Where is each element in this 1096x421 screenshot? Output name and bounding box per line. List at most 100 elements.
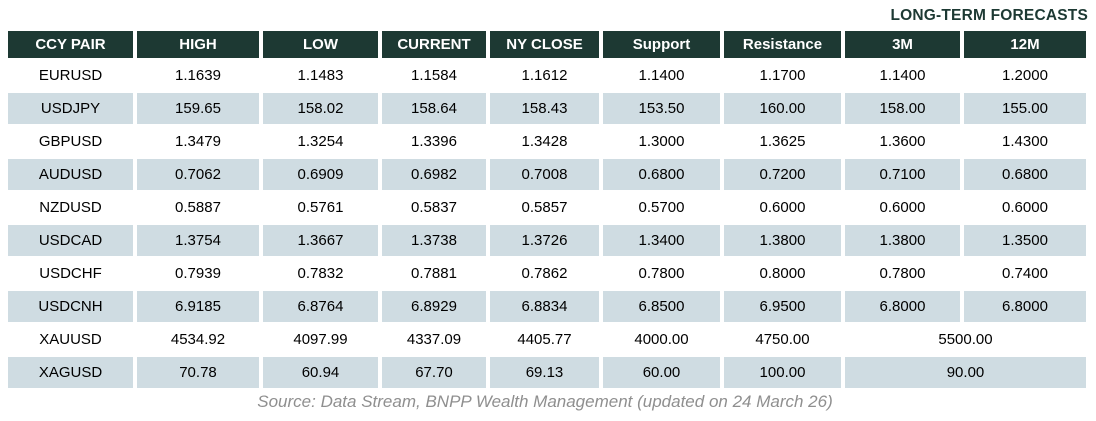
- cell-current: 67.70: [382, 357, 486, 388]
- cell-pair: EURUSD: [8, 60, 133, 91]
- col-header-resistance: Resistance: [724, 31, 841, 58]
- cell-high: 1.3479: [137, 126, 259, 157]
- table-row-xagusd: XAGUSD 70.78 60.94 67.70 69.13 60.00 100…: [8, 357, 1086, 388]
- cell-support: 0.5700: [603, 192, 720, 223]
- cell-pair: USDCHF: [8, 258, 133, 289]
- cell-3m: 158.00: [845, 93, 960, 124]
- table-row-gbpusd: GBPUSD 1.3479 1.3254 1.3396 1.3428 1.300…: [8, 126, 1086, 157]
- cell-resistance: 4750.00: [724, 324, 841, 355]
- cell-pair: AUDUSD: [8, 159, 133, 190]
- cell-12m: 0.6000: [964, 192, 1086, 223]
- cell-3m-12m-merged: 90.00: [845, 357, 1086, 388]
- cell-3m: 6.8000: [845, 291, 960, 322]
- cell-3m-12m-merged: 5500.00: [845, 324, 1086, 355]
- col-header-12m: 12M: [964, 31, 1086, 58]
- long-term-forecasts-title: LONG-TERM FORECASTS: [890, 7, 1088, 24]
- cell-pair: USDCAD: [8, 225, 133, 256]
- cell-support: 1.1400: [603, 60, 720, 91]
- cell-current: 4337.09: [382, 324, 486, 355]
- cell-low: 1.3667: [263, 225, 378, 256]
- cell-3m: 1.3800: [845, 225, 960, 256]
- table-row-usdcad: USDCAD 1.3754 1.3667 1.3738 1.3726 1.340…: [8, 225, 1086, 256]
- cell-high: 1.3754: [137, 225, 259, 256]
- cell-support: 1.3400: [603, 225, 720, 256]
- cell-ny-close: 0.5857: [490, 192, 599, 223]
- cell-resistance: 0.8000: [724, 258, 841, 289]
- cell-support: 4000.00: [603, 324, 720, 355]
- cell-low: 4097.99: [263, 324, 378, 355]
- cell-support: 60.00: [603, 357, 720, 388]
- cell-3m: 0.7100: [845, 159, 960, 190]
- source-caption: Source: Data Stream, BNPP Wealth Managem…: [257, 392, 833, 411]
- cell-current: 0.7881: [382, 258, 486, 289]
- cell-support: 1.3000: [603, 126, 720, 157]
- cell-low: 6.8764: [263, 291, 378, 322]
- cell-3m: 0.6000: [845, 192, 960, 223]
- table-row-audusd: AUDUSD 0.7062 0.6909 0.6982 0.7008 0.680…: [8, 159, 1086, 190]
- cell-12m: 0.6800: [964, 159, 1086, 190]
- table-row-xauusd: XAUUSD 4534.92 4097.99 4337.09 4405.77 4…: [8, 324, 1086, 355]
- table-header-row: CCY PAIR HIGH LOW CURRENT NY CLOSE Suppo…: [8, 31, 1086, 58]
- col-header-3m: 3M: [845, 31, 960, 58]
- table-row-usdchf: USDCHF 0.7939 0.7832 0.7881 0.7862 0.780…: [8, 258, 1086, 289]
- cell-resistance: 6.9500: [724, 291, 841, 322]
- col-header-ccy-pair: CCY PAIR: [8, 31, 133, 58]
- cell-high: 0.7062: [137, 159, 259, 190]
- cell-current: 0.6982: [382, 159, 486, 190]
- cell-high: 6.9185: [137, 291, 259, 322]
- cell-resistance: 100.00: [724, 357, 841, 388]
- cell-ny-close: 0.7008: [490, 159, 599, 190]
- cell-pair: NZDUSD: [8, 192, 133, 223]
- cell-pair: GBPUSD: [8, 126, 133, 157]
- table-row-usdcnh: USDCNH 6.9185 6.8764 6.8929 6.8834 6.850…: [8, 291, 1086, 322]
- cell-12m: 1.4300: [964, 126, 1086, 157]
- cell-3m: 1.1400: [845, 60, 960, 91]
- cell-ny-close: 69.13: [490, 357, 599, 388]
- cell-current: 0.5837: [382, 192, 486, 223]
- cell-high: 0.5887: [137, 192, 259, 223]
- cell-resistance: 1.1700: [724, 60, 841, 91]
- cell-low: 0.6909: [263, 159, 378, 190]
- cell-12m: 6.8000: [964, 291, 1086, 322]
- cell-support: 0.6800: [603, 159, 720, 190]
- cell-support: 6.8500: [603, 291, 720, 322]
- cell-ny-close: 0.7862: [490, 258, 599, 289]
- col-header-current: CURRENT: [382, 31, 486, 58]
- cell-support: 153.50: [603, 93, 720, 124]
- cell-pair: USDJPY: [8, 93, 133, 124]
- table-row-usdjpy: USDJPY 159.65 158.02 158.64 158.43 153.5…: [8, 93, 1086, 124]
- fx-forecast-table: CCY PAIR HIGH LOW CURRENT NY CLOSE Suppo…: [4, 29, 1090, 390]
- cell-ny-close: 1.1612: [490, 60, 599, 91]
- cell-12m: 0.7400: [964, 258, 1086, 289]
- cell-support: 0.7800: [603, 258, 720, 289]
- cell-3m: 0.7800: [845, 258, 960, 289]
- cell-pair: XAGUSD: [8, 357, 133, 388]
- cell-ny-close: 1.3726: [490, 225, 599, 256]
- cell-low: 158.02: [263, 93, 378, 124]
- col-header-support: Support: [603, 31, 720, 58]
- cell-high: 4534.92: [137, 324, 259, 355]
- cell-high: 159.65: [137, 93, 259, 124]
- cell-ny-close: 158.43: [490, 93, 599, 124]
- cell-12m: 1.2000: [964, 60, 1086, 91]
- cell-12m: 155.00: [964, 93, 1086, 124]
- col-header-high: HIGH: [137, 31, 259, 58]
- cell-pair: USDCNH: [8, 291, 133, 322]
- col-header-ny-close: NY CLOSE: [490, 31, 599, 58]
- cell-resistance: 1.3800: [724, 225, 841, 256]
- cell-resistance: 160.00: [724, 93, 841, 124]
- cell-ny-close: 4405.77: [490, 324, 599, 355]
- cell-ny-close: 1.3428: [490, 126, 599, 157]
- cell-high: 70.78: [137, 357, 259, 388]
- cell-current: 1.1584: [382, 60, 486, 91]
- cell-current: 1.3396: [382, 126, 486, 157]
- table-row-eurusd: EURUSD 1.1639 1.1483 1.1584 1.1612 1.140…: [8, 60, 1086, 91]
- cell-low: 0.7832: [263, 258, 378, 289]
- col-header-low: LOW: [263, 31, 378, 58]
- cell-pair: XAUUSD: [8, 324, 133, 355]
- cell-low: 0.5761: [263, 192, 378, 223]
- cell-current: 158.64: [382, 93, 486, 124]
- cell-resistance: 0.6000: [724, 192, 841, 223]
- cell-resistance: 0.7200: [724, 159, 841, 190]
- cell-ny-close: 6.8834: [490, 291, 599, 322]
